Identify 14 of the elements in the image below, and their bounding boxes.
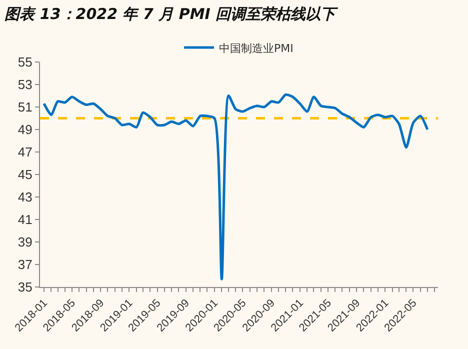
chart-title: 图表 13：2022 年 7 月 PMI 回调至荣枯线以下 — [4, 5, 339, 24]
y-tick-label: 51 — [18, 100, 32, 115]
legend-label: 中国制造业PMI — [219, 42, 294, 55]
y-tick-label: 55 — [18, 54, 32, 70]
y-tick-label: 43 — [18, 190, 32, 205]
y-tick-label: 37 — [18, 257, 32, 272]
y-tick-label: 49 — [18, 122, 32, 138]
y-tick-label: 47 — [18, 144, 32, 160]
y-tick-label: 53 — [18, 77, 32, 92]
line-series — [42, 93, 429, 280]
y-tick-label: 39 — [18, 234, 32, 250]
y-tick-label: 41 — [18, 212, 32, 228]
y-tick-label: 45 — [18, 167, 32, 182]
y-tick-label: 35 — [18, 280, 32, 295]
